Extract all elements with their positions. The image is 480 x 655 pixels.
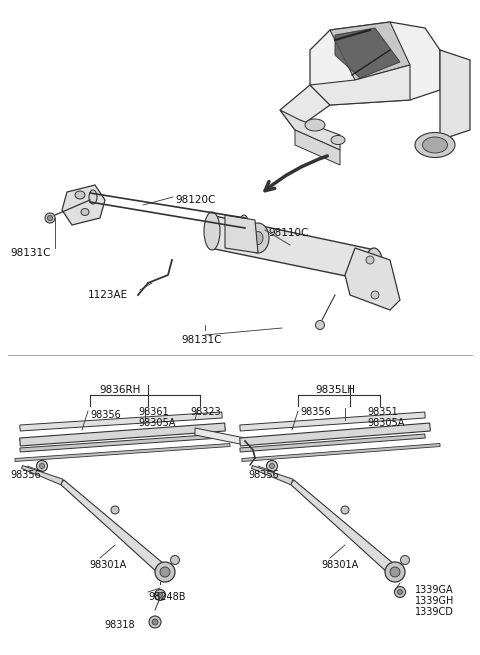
Text: 98356: 98356: [10, 470, 41, 480]
Polygon shape: [240, 434, 425, 452]
Ellipse shape: [48, 215, 52, 221]
Polygon shape: [15, 443, 230, 462]
Ellipse shape: [415, 132, 455, 157]
Ellipse shape: [149, 616, 161, 628]
Ellipse shape: [89, 190, 97, 204]
Ellipse shape: [253, 231, 263, 244]
Ellipse shape: [395, 586, 406, 597]
Ellipse shape: [45, 213, 55, 223]
Ellipse shape: [385, 562, 405, 582]
Polygon shape: [440, 50, 470, 140]
Ellipse shape: [155, 590, 166, 601]
Text: 1339GA: 1339GA: [415, 585, 454, 595]
Ellipse shape: [160, 567, 170, 577]
Ellipse shape: [341, 506, 349, 514]
Polygon shape: [335, 28, 400, 78]
Polygon shape: [252, 466, 293, 485]
Text: 1339GH: 1339GH: [415, 596, 455, 606]
Ellipse shape: [39, 464, 45, 468]
Ellipse shape: [266, 460, 277, 472]
Text: 9835LH: 9835LH: [315, 385, 355, 395]
Polygon shape: [310, 65, 410, 105]
Polygon shape: [240, 423, 430, 446]
Text: 98356: 98356: [90, 410, 121, 420]
Text: 98305A: 98305A: [367, 418, 404, 428]
Polygon shape: [60, 480, 168, 576]
Text: 98110C: 98110C: [268, 228, 308, 238]
Ellipse shape: [390, 567, 400, 577]
Polygon shape: [310, 22, 440, 105]
Ellipse shape: [331, 136, 345, 145]
Text: 98361: 98361: [138, 407, 168, 417]
Ellipse shape: [369, 256, 379, 276]
Ellipse shape: [422, 137, 447, 153]
Polygon shape: [20, 423, 225, 446]
Polygon shape: [20, 412, 222, 431]
Ellipse shape: [81, 208, 89, 215]
Polygon shape: [20, 434, 220, 452]
Ellipse shape: [365, 248, 383, 284]
Ellipse shape: [247, 223, 269, 253]
Ellipse shape: [36, 460, 48, 472]
Ellipse shape: [204, 212, 220, 250]
Polygon shape: [240, 412, 425, 431]
Text: 98305A: 98305A: [138, 418, 175, 428]
Ellipse shape: [305, 119, 325, 131]
Polygon shape: [290, 480, 398, 576]
Polygon shape: [225, 215, 258, 253]
Text: 98131C: 98131C: [182, 335, 222, 345]
Ellipse shape: [170, 555, 180, 565]
Polygon shape: [210, 215, 375, 282]
Polygon shape: [280, 85, 330, 130]
Polygon shape: [345, 248, 400, 310]
Text: 98131C: 98131C: [10, 248, 50, 258]
Ellipse shape: [371, 291, 379, 299]
Text: 98351: 98351: [367, 407, 398, 417]
Polygon shape: [295, 130, 340, 165]
Text: 9836RH: 9836RH: [99, 385, 141, 395]
Polygon shape: [62, 185, 105, 225]
Ellipse shape: [157, 593, 163, 597]
Text: 1123AE: 1123AE: [88, 290, 128, 300]
Ellipse shape: [315, 320, 324, 329]
Text: 98120C: 98120C: [175, 195, 216, 205]
Ellipse shape: [240, 215, 248, 229]
Polygon shape: [330, 22, 410, 80]
Text: 98301A: 98301A: [89, 560, 127, 570]
Text: 98356: 98356: [300, 407, 331, 417]
Ellipse shape: [269, 464, 275, 468]
Text: 98356: 98356: [248, 470, 279, 480]
Ellipse shape: [111, 506, 119, 514]
Text: 98248B: 98248B: [148, 592, 185, 602]
Polygon shape: [280, 110, 340, 150]
Polygon shape: [242, 443, 440, 462]
Text: 98301A: 98301A: [322, 560, 359, 570]
Ellipse shape: [155, 562, 175, 582]
Polygon shape: [195, 428, 245, 445]
Text: 1339CD: 1339CD: [415, 607, 454, 617]
Polygon shape: [22, 466, 63, 485]
Ellipse shape: [152, 619, 158, 625]
Ellipse shape: [75, 191, 85, 199]
Text: 98323: 98323: [190, 407, 221, 417]
Ellipse shape: [366, 256, 374, 264]
Text: 98318: 98318: [105, 620, 135, 630]
Ellipse shape: [397, 590, 403, 595]
Ellipse shape: [400, 555, 409, 565]
